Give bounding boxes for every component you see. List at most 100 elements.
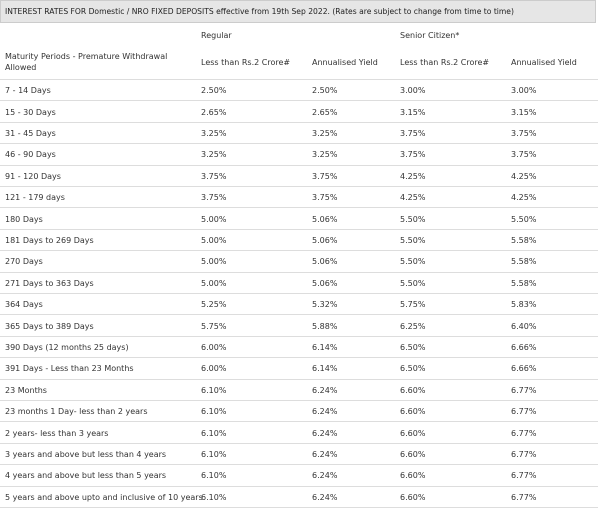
row-divider — [0, 164, 598, 166]
period-cell: 7 - 14 Days — [5, 86, 51, 96]
rate-cell: 4.25% — [511, 171, 537, 181]
row-divider — [0, 143, 598, 145]
period-cell: 181 Days to 269 Days — [5, 235, 94, 245]
row-divider — [0, 293, 598, 294]
rate-cell: 6.77% — [511, 449, 537, 459]
rate-cell: 6.24% — [312, 471, 338, 481]
rate-cell: 6.14% — [312, 364, 338, 374]
period-cell: 3 years and above but less than 4 years — [5, 449, 167, 459]
rate-cell: 6.60% — [400, 428, 426, 438]
row-divider — [0, 464, 598, 466]
column-header: Less than Rs.2 Crore# — [400, 57, 490, 67]
rate-cell: 5.50% — [400, 278, 426, 288]
column-header: Less than Rs.2 Crore# — [201, 57, 291, 67]
period-cell: 31 - 45 Days — [5, 128, 56, 138]
period-cell: 5 years and above upto and inclusive of … — [5, 492, 203, 502]
rate-cell: 6.66% — [511, 342, 537, 352]
rate-cell: 5.50% — [400, 257, 426, 267]
group-header: Senior Citizen* — [400, 30, 460, 40]
row-divider — [0, 121, 598, 123]
rate-cell: 3.75% — [400, 128, 426, 138]
rate-cell: 5.06% — [312, 278, 338, 288]
rate-cell: 5.00% — [201, 278, 227, 288]
row-divider — [0, 186, 598, 187]
rate-cell: 3.75% — [201, 171, 227, 181]
rate-cell: 3.25% — [201, 150, 227, 160]
rate-cell: 3.75% — [511, 128, 537, 138]
rate-cell: 6.10% — [201, 449, 227, 459]
rate-cell: 5.50% — [400, 214, 426, 224]
rate-cell: 3.75% — [201, 193, 227, 203]
rate-cell: 5.75% — [400, 300, 426, 310]
rate-cell: 2.50% — [201, 86, 227, 96]
rate-cell: 6.10% — [201, 492, 227, 502]
period-cell: 270 Days — [5, 257, 43, 267]
rate-cell: 5.58% — [511, 235, 537, 245]
rate-cell: 6.60% — [400, 385, 426, 395]
rate-cell: 6.60% — [400, 492, 426, 502]
rate-cell: 3.25% — [312, 128, 338, 138]
rate-cell: 3.15% — [511, 107, 537, 117]
period-cell: 121 - 179 days — [5, 193, 65, 203]
period-cell: 91 - 120 Days — [5, 171, 61, 181]
rate-cell: 4.25% — [400, 171, 426, 181]
rate-cell: 5.06% — [312, 257, 338, 267]
rate-cell: 6.00% — [201, 342, 227, 352]
rate-cell: 5.58% — [511, 278, 537, 288]
rate-cell: 6.10% — [201, 471, 227, 481]
rate-cell: 6.24% — [312, 492, 338, 502]
rate-cell: 6.14% — [312, 342, 338, 352]
rate-cell: 6.24% — [312, 385, 338, 395]
row-divider — [0, 442, 598, 444]
rate-cell: 3.75% — [312, 171, 338, 181]
rate-cell: 6.77% — [511, 492, 537, 502]
rate-cell: 4.25% — [400, 193, 426, 203]
rate-cell: 6.50% — [400, 342, 426, 352]
rate-cell: 2.65% — [201, 107, 227, 117]
rate-cell: 6.66% — [511, 364, 537, 374]
rate-cell: 6.77% — [511, 385, 537, 395]
period-cell: 180 Days — [5, 214, 43, 224]
period-cell: 4 years and above but less than 5 years — [5, 471, 167, 481]
rate-cell: 6.60% — [400, 471, 426, 481]
period-cell: 15 - 30 Days — [5, 107, 56, 117]
row-divider — [0, 400, 598, 401]
rate-cell: 5.88% — [312, 321, 338, 331]
column-header: Annualised Yield — [511, 57, 577, 67]
period-cell: 364 Days — [5, 300, 43, 310]
row-divider — [0, 378, 598, 380]
period-cell: 46 - 90 Days — [5, 150, 56, 160]
rate-cell: 5.58% — [511, 257, 537, 267]
rate-cell: 2.65% — [312, 107, 338, 117]
rate-cell: 6.00% — [201, 364, 227, 374]
rate-cell: 6.25% — [400, 321, 426, 331]
rate-cell: 6.77% — [511, 428, 537, 438]
row-divider — [0, 314, 598, 316]
rate-cell: 3.00% — [400, 86, 426, 96]
rate-cell: 6.60% — [400, 449, 426, 459]
row-divider — [0, 421, 598, 423]
row-divider — [0, 228, 598, 230]
rate-cell: 6.60% — [400, 407, 426, 417]
rate-cell: 5.06% — [312, 235, 338, 245]
rate-cell: 6.10% — [201, 428, 227, 438]
rate-cell: 6.10% — [201, 407, 227, 417]
row-divider — [0, 100, 598, 102]
rate-cell: 5.75% — [201, 321, 227, 331]
row-divider — [0, 485, 598, 487]
row-divider — [0, 357, 598, 359]
rate-cell: 6.10% — [201, 385, 227, 395]
rate-cell: 3.75% — [312, 193, 338, 203]
rate-cell: 5.32% — [312, 300, 338, 310]
rate-cell: 3.00% — [511, 86, 537, 96]
rate-cell: 2.50% — [312, 86, 338, 96]
period-cell: 390 Days (12 months 25 days) — [5, 342, 129, 352]
rate-cell: 6.40% — [511, 321, 537, 331]
rate-cell: 6.77% — [511, 407, 537, 417]
period-cell: 365 Days to 389 Days — [5, 321, 94, 331]
rate-cell: 4.25% — [511, 193, 537, 203]
column-header: Annualised Yield — [312, 57, 378, 67]
period-cell: 391 Days - Less than 23 Months — [5, 364, 134, 374]
column-header: Maturity Periods - Premature Withdrawal … — [5, 52, 168, 72]
rate-cell: 3.75% — [511, 150, 537, 160]
